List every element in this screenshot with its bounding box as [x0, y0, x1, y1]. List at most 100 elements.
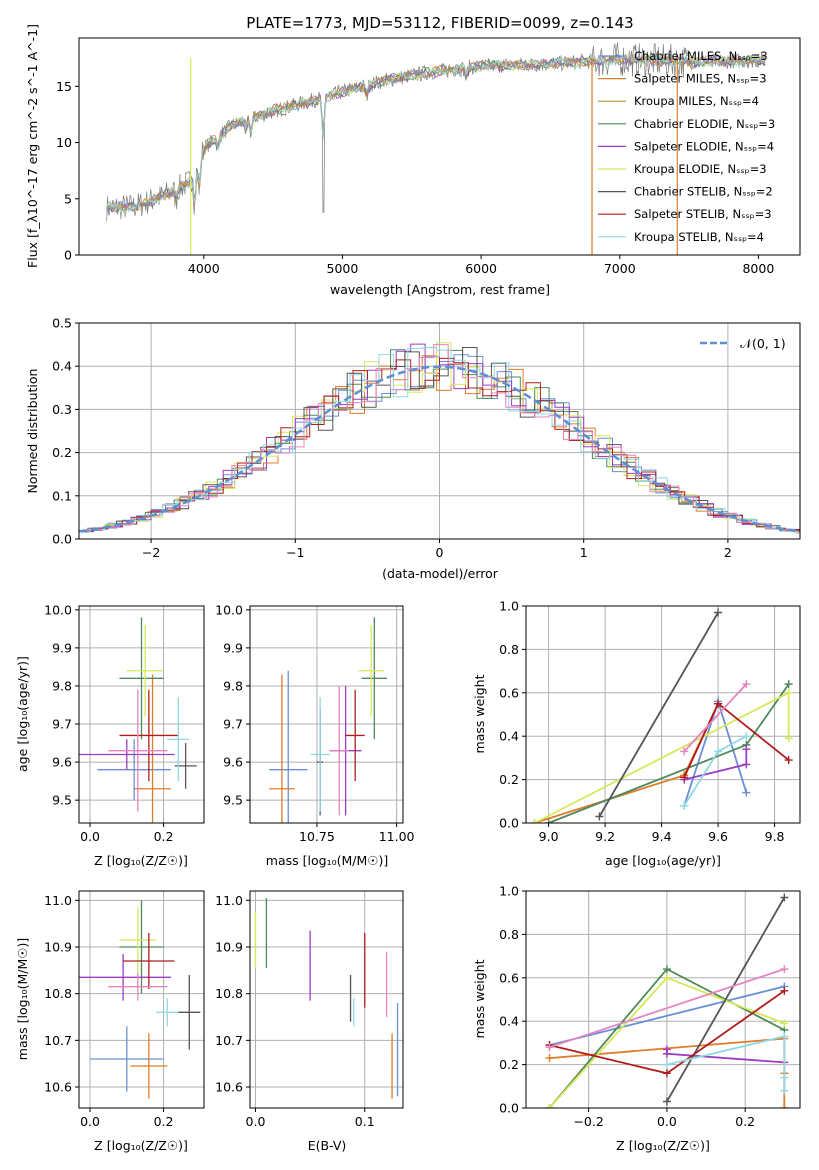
data-point — [742, 745, 751, 754]
axes-frame — [78, 605, 205, 824]
histogram-kroupa_stelib — [79, 347, 800, 534]
x-tick-label: 1 — [580, 545, 588, 560]
x-tick-label: 0.0 — [80, 829, 100, 844]
y-tick-label: 10.9 — [215, 940, 243, 955]
y-tick-label: 15 — [56, 79, 72, 94]
x-tick-label: 9.2 — [595, 829, 615, 844]
y-tick-label: 10.9 — [44, 940, 72, 955]
series-line-chabrier_stelib — [598, 612, 719, 817]
plot-area — [269, 617, 388, 823]
legend-label: Chabrier ELODIE, Nₛₛₚ=3 — [634, 117, 775, 131]
errorbar-point — [79, 739, 175, 770]
y-tick-label: 0.0 — [499, 816, 519, 831]
errorbar-point — [90, 1026, 164, 1092]
errorbar-point — [361, 617, 388, 740]
data-point — [780, 1032, 789, 1041]
series-line-kroupa_stelib — [683, 735, 747, 807]
series-line-kroupa_stelib — [666, 1035, 786, 1091]
errorbar-point — [310, 697, 330, 812]
data-point — [780, 1019, 789, 1028]
series-line-pink — [683, 683, 747, 753]
legend: Chabrier MILES, Nₛₛₚ=3 Salpeter MILES, Nₛ… — [598, 49, 775, 244]
y-tick-label: 10.8 — [44, 986, 72, 1001]
y-tick-label: 0.5 — [52, 316, 72, 331]
series-line-chabrier_miles — [549, 985, 785, 1046]
data-point — [662, 1060, 671, 1069]
data-point — [784, 756, 793, 765]
x-tick-label: 4000 — [188, 261, 220, 276]
y-axis-label: Normed distribution — [25, 369, 40, 494]
data-point — [784, 734, 793, 743]
errorbar-point — [167, 697, 190, 782]
panel-age_vs_mass: 10.75 11.00 9.5 9.6 9.7 9.8 9.9 10.0 mass [log₁₀… — [215, 602, 415, 868]
histogram-chabrier_elodie — [79, 349, 800, 533]
data-point — [780, 1104, 789, 1108]
x-axis-label: age [log₁₀(age/yr)] — [605, 853, 721, 868]
y-tick-label: 9.8 — [52, 678, 72, 693]
plot-area — [106, 42, 766, 255]
data-point — [780, 893, 789, 902]
legend-label: Kroupa ELODIE, Nₛₛₚ=3 — [634, 162, 767, 176]
x-tick-label: 0.0 — [246, 1114, 266, 1129]
errorbar-point — [79, 954, 171, 1001]
panel-spectrum: 4000 5000 6000 7000 8000 0 5 10 15 wavelength [An… — [25, 24, 801, 297]
errorbar-point — [119, 689, 179, 782]
x-tick-label: 0.0 — [80, 1114, 100, 1129]
y-axis-label: age [log₁₀(age/yr)] — [15, 656, 30, 772]
data-point — [545, 1104, 554, 1108]
x-axis-label: E(B-V) — [308, 1138, 347, 1153]
y-tick-label: 10.8 — [215, 986, 243, 1001]
data-point — [662, 1097, 671, 1106]
y-tick-label: 0.0 — [499, 1101, 519, 1116]
axes-frame — [78, 890, 205, 1109]
data-point — [742, 680, 751, 689]
axes-frame — [525, 605, 801, 824]
y-tick-label: 9.7 — [223, 717, 243, 732]
legend-label: Chabrier STELIB, Nₛₛₚ=2 — [634, 185, 773, 199]
legend-label: 𝒩(0, 1) — [740, 336, 786, 351]
data-point — [780, 1073, 789, 1082]
data-point — [545, 1043, 554, 1052]
y-tick-label: 0.4 — [52, 359, 72, 374]
panel-weight_vs_age: 9.0 9.2 9.4 9.6 9.8 0.0 0.2 0.4 0.6 0.8 1.0 age [lo… — [472, 599, 801, 868]
x-tick-label: −1 — [286, 545, 304, 560]
legend-label: Kroupa MILES, Nₛₛₚ=4 — [634, 94, 759, 108]
x-tick-label: 10.75 — [299, 829, 335, 844]
errorbar-point — [156, 998, 179, 1027]
data-point — [530, 819, 539, 823]
panel-residuals: −2 −1 0 1 2 0.0 0.1 0.2 0.3 0.4 0.5 𝒩(0, 1) (data-mo… — [25, 316, 801, 581]
x-tick-label: 9.0 — [539, 829, 559, 844]
x-tick-label: 8000 — [742, 261, 774, 276]
y-tick-label: 0.8 — [499, 927, 519, 942]
y-tick-label: 0.6 — [499, 685, 519, 700]
errorbar-point — [345, 689, 365, 782]
y-tick-label: 9.8 — [223, 678, 243, 693]
y-tick-label: 9.9 — [223, 640, 243, 655]
y-axis-label: mass weight — [472, 959, 487, 1038]
legend-label: Kroupa STELIB, Nₛₛₚ=4 — [634, 230, 764, 244]
errorbar-point — [119, 617, 164, 740]
x-tick-label: 11.00 — [379, 829, 415, 844]
x-tick-label: 6000 — [465, 261, 497, 276]
x-tick-label: 9.8 — [765, 829, 785, 844]
data-point — [662, 965, 671, 974]
y-tick-label: 10.7 — [215, 1033, 243, 1048]
data-point — [595, 812, 604, 821]
y-tick-label: 9.5 — [223, 793, 243, 808]
x-tick-label: 0.2 — [154, 829, 174, 844]
axes-frame — [525, 890, 801, 1109]
x-tick-label: 9.6 — [708, 829, 728, 844]
data-point — [545, 1054, 554, 1063]
x-tick-label: 0.1 — [355, 1114, 375, 1129]
data-point — [742, 788, 751, 797]
axes-frame — [78, 37, 801, 256]
x-tick-label: 7000 — [604, 261, 636, 276]
panel-mass_vs_ebv: 0.0 0.1 10.6 10.7 10.8 10.9 11.0 E(B-V) — [215, 890, 404, 1153]
y-tick-label: 10.0 — [215, 602, 243, 617]
data-point — [742, 760, 751, 769]
x-tick-label: 0.0 — [657, 1114, 677, 1129]
data-point — [680, 801, 689, 810]
data-point — [780, 986, 789, 995]
y-tick-label: 11.0 — [215, 893, 243, 908]
